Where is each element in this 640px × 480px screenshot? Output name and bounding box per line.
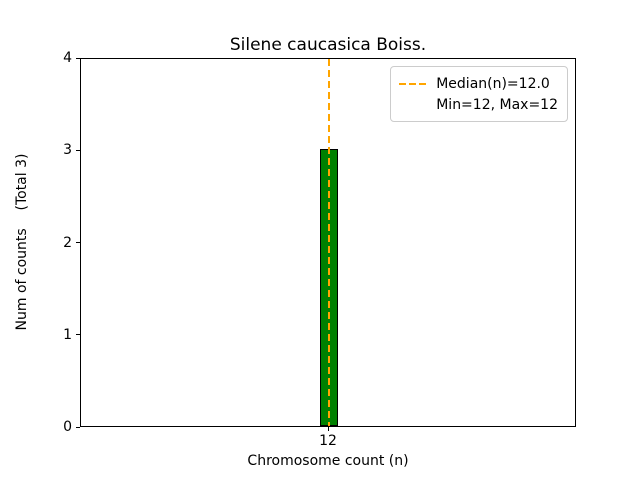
- legend-dashed-line-sample: [399, 82, 428, 85]
- plot-area: Median(n)=12.0 Min=12, Max=12: [80, 58, 576, 427]
- legend-item: Min=12, Max=12: [399, 94, 558, 115]
- y-tick-label: 3: [63, 142, 72, 159]
- y-tick-label: 4: [63, 50, 72, 66]
- legend-label: Median(n)=12.0: [436, 75, 550, 92]
- y-tick-mark: [76, 149, 80, 151]
- y-axis-label: Num of counts (Total 3): [14, 153, 30, 331]
- y-tick-mark: [76, 426, 80, 428]
- y-tick-label: 2: [63, 234, 72, 251]
- y-tick-mark: [76, 57, 80, 59]
- legend: Median(n)=12.0 Min=12, Max=12: [390, 66, 568, 122]
- x-axis-label: Chromosome count (n): [247, 453, 409, 469]
- y-tick-label: 0: [63, 419, 72, 435]
- y-tick-mark: [76, 334, 80, 336]
- legend-item: Median(n)=12.0: [399, 73, 558, 94]
- y-tick-mark: [76, 242, 80, 243]
- y-tick-label: 1: [63, 326, 72, 343]
- legend-label: Min=12, Max=12: [436, 96, 558, 113]
- chart-title: Silene caucasica Boiss.: [229, 35, 427, 55]
- x-tick-label: 12: [319, 433, 337, 449]
- legend-empty-sample: [399, 104, 427, 106]
- x-tick-mark: [327, 427, 329, 431]
- median-line: [328, 59, 330, 426]
